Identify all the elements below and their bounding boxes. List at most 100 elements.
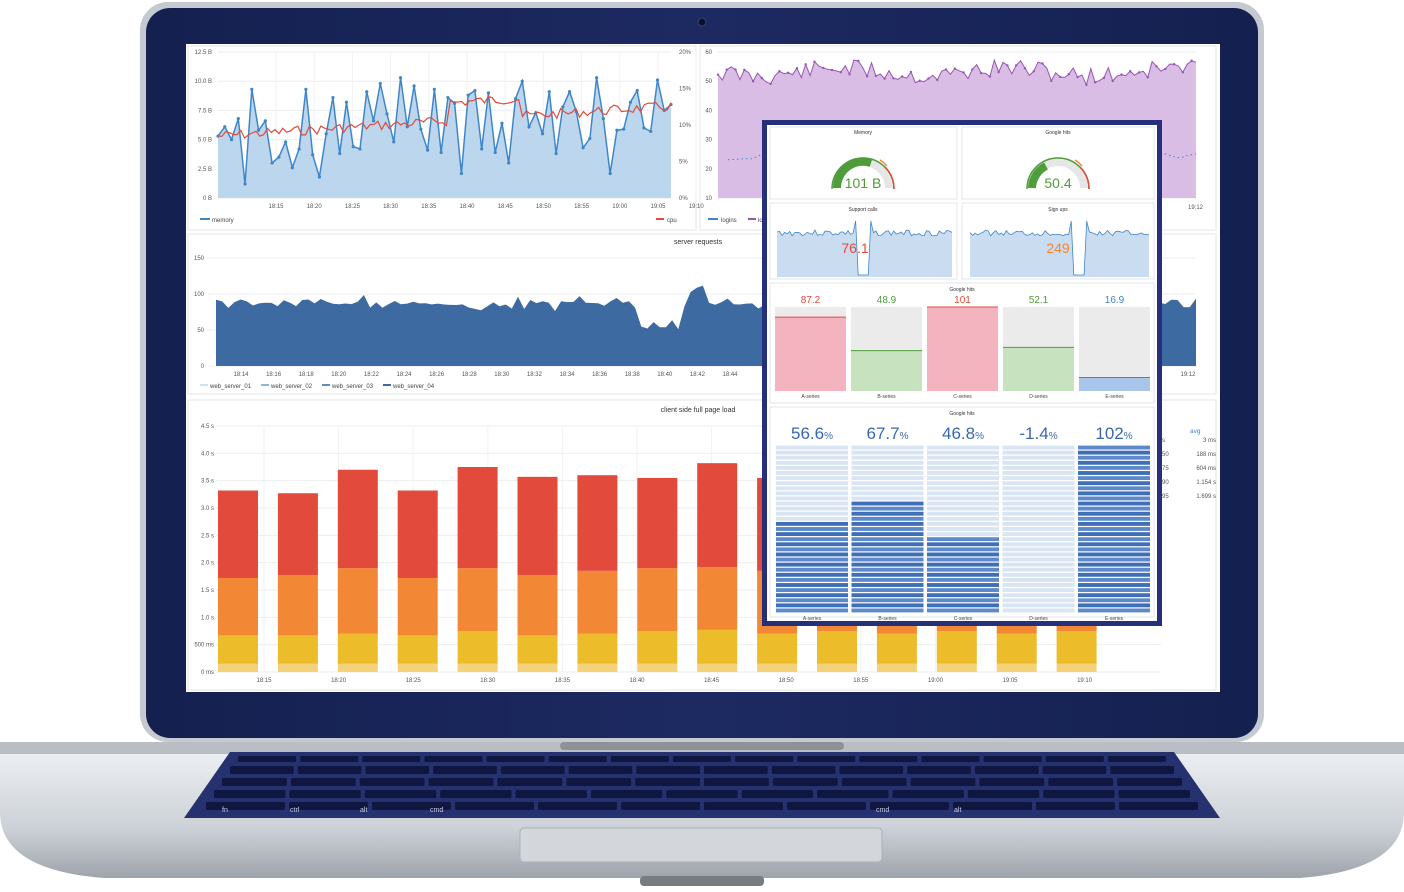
load-x-tick: 18:30 — [480, 678, 496, 684]
load-bar-segment — [517, 663, 558, 672]
percent-gauge-cell — [1002, 476, 1075, 481]
load-bar-segment — [218, 635, 258, 664]
percent-gauge-cell — [851, 486, 924, 491]
percent-gauge-cell — [927, 532, 999, 537]
requests-x-tick: 18:18 — [299, 372, 315, 378]
key — [772, 778, 838, 786]
logins-y-tick: 30 — [705, 138, 712, 144]
bar-gauge-fill — [1079, 377, 1150, 391]
bar-gauge-value: 52.1 — [1029, 295, 1049, 306]
logins-point — [988, 75, 992, 78]
logins-point — [918, 79, 921, 82]
load-bar-segment — [277, 635, 318, 664]
key — [983, 756, 1042, 762]
percent-gauge-cell — [851, 567, 924, 572]
load-bar-segment — [757, 633, 798, 664]
keyboard: fn ctrl alt cmd cmd alt — [206, 756, 1198, 814]
stat-overlay-panel: Memory 101 B Google hits 50.4 Support ca… — [762, 120, 1162, 626]
load-bar-segment — [397, 577, 438, 636]
percent-gauge-cell — [1078, 527, 1150, 531]
key-label: alt — [360, 807, 367, 814]
percent-gauge-cell — [1002, 547, 1075, 552]
load-x-tick: 18:55 — [853, 678, 869, 684]
legend-web-server-02: web_server_02 — [270, 384, 313, 390]
memory-point — [385, 112, 389, 116]
load-x-tick: 19:00 — [928, 678, 944, 684]
memory-point — [277, 155, 281, 159]
google-gauge-title: Google hits — [1045, 130, 1071, 136]
key — [704, 766, 768, 774]
logins-point — [944, 68, 948, 71]
bar-gauge-fill — [927, 307, 998, 391]
memory-point — [236, 116, 240, 121]
sign-ups-value: 249 — [1046, 240, 1070, 256]
percent-gauge-cell — [851, 465, 924, 470]
load-bar-segment — [277, 663, 318, 672]
memory-x-tick: 18:20 — [307, 204, 323, 210]
percent-gauge-cell — [776, 547, 848, 552]
memory-point — [493, 150, 497, 155]
percent-gauge-cell — [1078, 557, 1150, 562]
logins-y-tick: 40 — [705, 108, 712, 114]
key — [486, 756, 545, 762]
percent-gauge-cell — [776, 455, 848, 460]
requests-x-tick: 18:16 — [266, 372, 282, 378]
percent-gauge-label: E-series — [1105, 616, 1124, 621]
percent-gauge-cell — [851, 450, 924, 455]
percent-gauge-cell — [851, 552, 924, 557]
memory-point — [473, 88, 477, 93]
key-label: fn — [222, 807, 228, 814]
load-bar-segment — [517, 476, 558, 576]
bar-gauge-fill — [775, 317, 846, 391]
load-bar-segment — [517, 575, 558, 636]
percent-gauge-cell — [927, 577, 999, 582]
key — [1036, 802, 1115, 810]
memory-y-tick: 5.0 B — [198, 138, 212, 144]
logins-point — [848, 73, 851, 76]
percent-gauge-cell — [1002, 491, 1075, 496]
load-bar-segment — [637, 663, 678, 672]
memory-point — [554, 152, 558, 156]
memory-point — [284, 140, 288, 144]
percent-gauge-cell — [1002, 608, 1075, 613]
percent-gauge-cell — [851, 506, 924, 511]
percent-gauge-cell — [927, 521, 999, 526]
requests-x-tick: 18:20 — [331, 372, 347, 378]
load-bar-segment — [337, 469, 378, 569]
percent-gauge-cell — [927, 537, 999, 542]
memory-point — [419, 127, 423, 131]
memory-point — [588, 136, 592, 141]
percent-gauge-cell — [927, 460, 999, 465]
logins-point — [769, 82, 772, 85]
percent-gauge-label: B-series — [878, 616, 897, 621]
percent-gauge-cell — [1078, 496, 1150, 501]
percent-gauge-value: 67.7% — [867, 424, 909, 443]
requests-x-tick: 19:12 — [1180, 372, 1196, 378]
percent-gauge-cell — [1078, 542, 1150, 547]
memory-point — [229, 138, 234, 142]
bar-gauge-track — [1079, 307, 1150, 391]
load-bar-segment — [936, 663, 977, 672]
load-bar-segment — [876, 663, 917, 672]
key — [704, 802, 783, 810]
load-bar-segment — [876, 633, 917, 664]
percent-gauge-cell — [1078, 511, 1150, 516]
logins-point — [1006, 64, 1009, 67]
key — [704, 778, 769, 786]
key — [455, 802, 534, 810]
bar-gauge-value: 87.2 — [801, 295, 821, 306]
percent-gauge-cell — [1078, 516, 1150, 521]
key — [817, 790, 889, 798]
key — [1118, 790, 1190, 798]
load-bar-segment — [457, 663, 498, 672]
percent-gauge-cell — [851, 572, 924, 577]
key — [892, 790, 964, 798]
percent-gauge-cell — [927, 527, 999, 531]
legend-avg-header: avg — [1190, 428, 1201, 435]
memory-point — [595, 76, 599, 80]
load-bar-segment — [757, 663, 798, 672]
memory-point — [628, 100, 633, 104]
percent-gauge-cell — [776, 476, 848, 481]
logins-point — [900, 75, 904, 78]
memory-point — [250, 87, 254, 91]
